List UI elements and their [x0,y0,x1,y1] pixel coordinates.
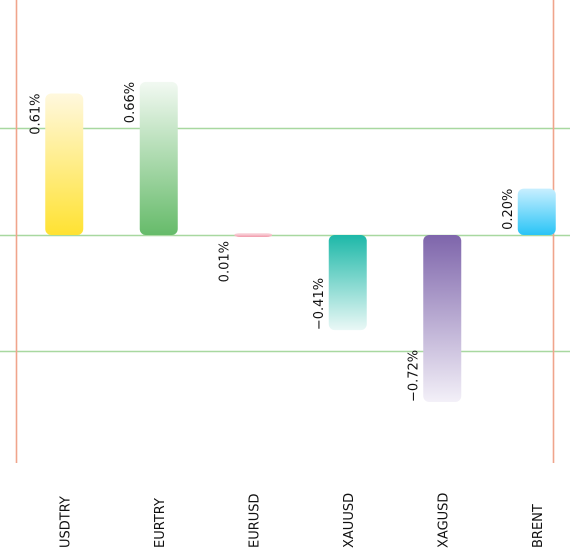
bar-usdtry [45,93,84,235]
category-label-eurtry: EURTRY [153,498,168,548]
value-label-usdtry: 0.61% [28,93,43,134]
value-label-brent: 0.20% [501,189,516,230]
bar-eurusd [234,233,273,237]
bar-eurtry [139,81,178,235]
value-label-eurusd: 0.01% [217,241,232,282]
category-label-usdtry: USDTRY [58,496,73,548]
value-label-xauusd: −0.41% [312,278,327,330]
category-label-xagusd: XAGUSD [436,493,451,548]
bar-xauusd [328,235,367,331]
category-label-brent: BRENT [531,504,546,548]
category-label-layer: USDTRY EURTRY EURUSD XAUUSD XAGUSD BRENT [58,493,546,548]
bar-layer [45,81,556,403]
category-label-eurusd: EURUSD [247,493,262,548]
value-label-layer: 0.61% 0.66% 0.01% −0.41% −0.72% 0.20% [28,82,516,402]
bar-xagusd [423,235,462,403]
grid-layer [0,127,570,353]
frame-layer [15,0,555,463]
value-label-xagusd: −0.72% [406,350,421,402]
bar-brent [517,188,556,235]
value-label-eurtry: 0.66% [123,82,138,123]
category-label-xauusd: XAUUSD [342,493,357,548]
